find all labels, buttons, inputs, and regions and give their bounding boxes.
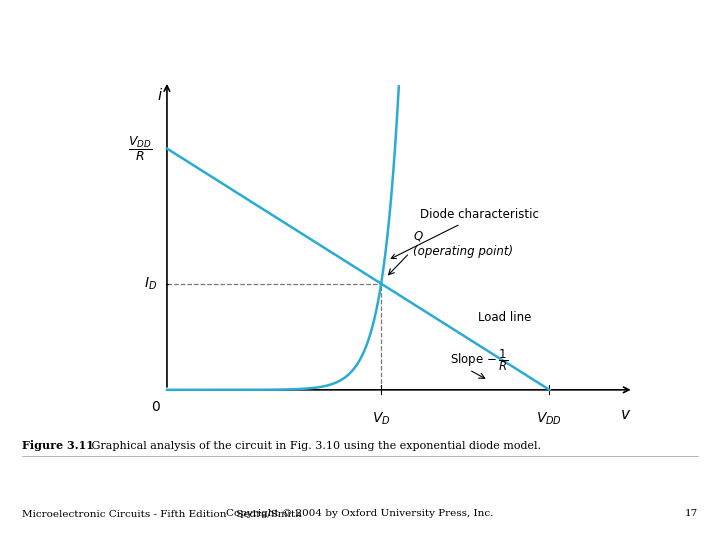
Text: 17: 17 (685, 509, 698, 518)
Text: $I_D$: $I_D$ (143, 275, 157, 292)
Text: $v$: $v$ (620, 407, 631, 422)
Text: Figure 3.11: Figure 3.11 (22, 440, 94, 451)
Text: $i$: $i$ (157, 87, 163, 103)
Text: $Q$
(operating point): $Q$ (operating point) (413, 229, 513, 258)
Text: $V_{DD}$: $V_{DD}$ (536, 410, 562, 427)
Text: Load line: Load line (477, 311, 531, 324)
Text: Graphical analysis of the circuit in Fig. 3.10 using the exponential diode model: Graphical analysis of the circuit in Fig… (88, 441, 541, 451)
Text: Slope $-\,\dfrac{1}{R}$: Slope $-\,\dfrac{1}{R}$ (450, 347, 508, 373)
Text: Microelectronic Circuits - Fifth Edition   Sedra/Smith: Microelectronic Circuits - Fifth Edition… (22, 509, 302, 518)
Text: Diode characteristic: Diode characteristic (391, 208, 539, 259)
Text: $V_D$: $V_D$ (372, 410, 390, 427)
Text: $0$: $0$ (150, 400, 161, 414)
Text: $\dfrac{V_{DD}}{R}$: $\dfrac{V_{DD}}{R}$ (128, 134, 153, 163)
Text: Copyright © 2004 by Oxford University Press, Inc.: Copyright © 2004 by Oxford University Pr… (226, 509, 494, 518)
